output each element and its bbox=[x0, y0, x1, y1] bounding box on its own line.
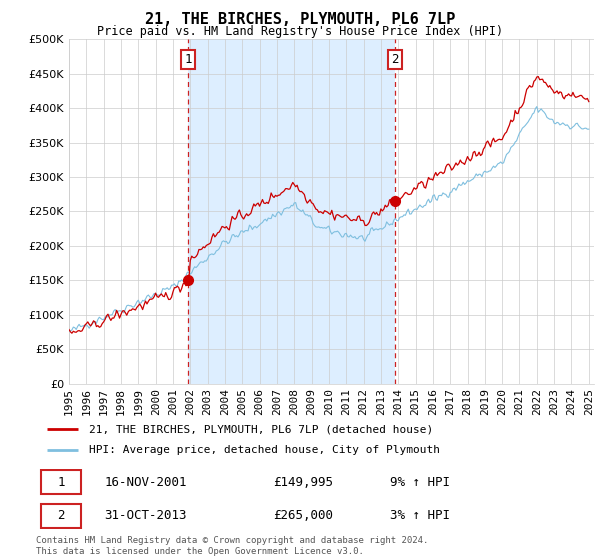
Bar bbox=[188, 39, 395, 384]
Text: 2: 2 bbox=[58, 509, 65, 522]
Text: 1: 1 bbox=[58, 475, 65, 489]
Text: 16-NOV-2001: 16-NOV-2001 bbox=[104, 475, 187, 489]
Text: HPI: Average price, detached house, City of Plymouth: HPI: Average price, detached house, City… bbox=[89, 445, 440, 455]
Text: 9% ↑ HPI: 9% ↑ HPI bbox=[390, 475, 450, 489]
FancyBboxPatch shape bbox=[41, 503, 81, 528]
FancyBboxPatch shape bbox=[41, 470, 81, 494]
Text: 3% ↑ HPI: 3% ↑ HPI bbox=[390, 509, 450, 522]
Text: Price paid vs. HM Land Registry's House Price Index (HPI): Price paid vs. HM Land Registry's House … bbox=[97, 25, 503, 38]
Text: 21, THE BIRCHES, PLYMOUTH, PL6 7LP: 21, THE BIRCHES, PLYMOUTH, PL6 7LP bbox=[145, 12, 455, 27]
Text: £149,995: £149,995 bbox=[274, 475, 334, 489]
Text: 2: 2 bbox=[392, 53, 399, 67]
Text: 1: 1 bbox=[184, 53, 192, 67]
Text: 31-OCT-2013: 31-OCT-2013 bbox=[104, 509, 187, 522]
Text: 21, THE BIRCHES, PLYMOUTH, PL6 7LP (detached house): 21, THE BIRCHES, PLYMOUTH, PL6 7LP (deta… bbox=[89, 424, 433, 435]
Text: £265,000: £265,000 bbox=[274, 509, 334, 522]
Text: Contains HM Land Registry data © Crown copyright and database right 2024.
This d: Contains HM Land Registry data © Crown c… bbox=[36, 536, 428, 556]
